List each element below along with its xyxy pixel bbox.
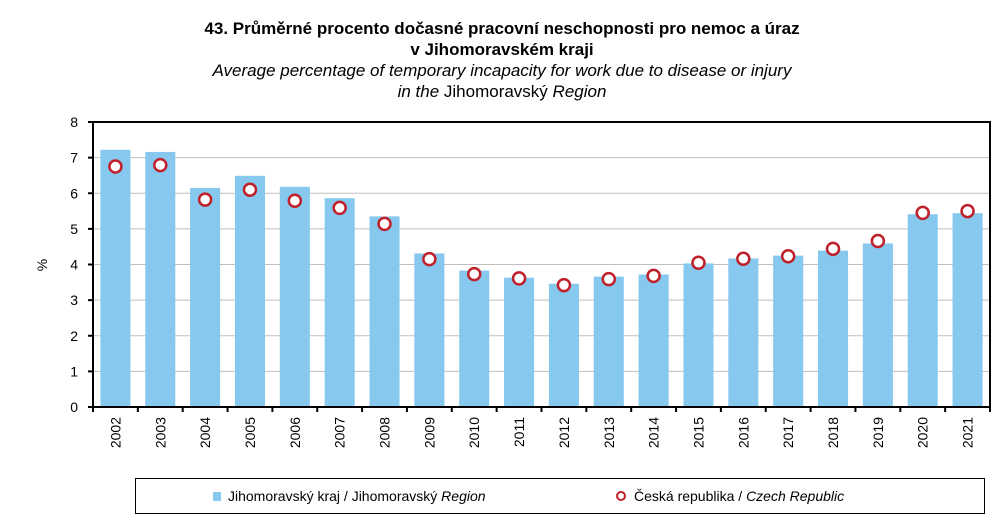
x-tick-label-2003: 2003 [152,417,168,448]
x-tick-label-2015: 2015 [690,417,706,448]
title-english-line-1: Average percentage of temporary incapaci… [212,61,792,80]
x-tick-label-2018: 2018 [825,417,841,448]
title-english-line-2: in the Jihomoravský Region [0,81,1004,102]
bar-2010 [459,270,490,407]
x-axis-tick-labels: 2002 2003 2004 2005 2006 2007 2008 2009 2010 2011… [107,417,975,448]
x-tick-label-2011: 2011 [511,417,527,447]
y-tick-label-3: 3 [70,292,78,308]
marker-2005 [242,182,258,197]
bar-2007 [324,198,355,407]
y-tick-label-2: 2 [70,328,78,344]
marker-2021 [960,203,975,219]
plot-area-border [92,121,991,408]
marker-2012 [556,277,572,293]
x-tick-label-2002: 2002 [107,417,123,448]
title-czech-line-1: 43. Průměrné procento dočasné pracovní n… [204,19,800,38]
bar-2009 [414,253,445,407]
x-tick-label-2021: 2021 [960,417,976,448]
bar-2002 [100,149,131,407]
marker-2017 [780,249,796,264]
marker-2002 [108,159,123,174]
marker-2003 [153,157,168,173]
bar-2021 [952,213,983,407]
legend-bar-swatch-icon [213,491,221,501]
marker-2011 [511,271,527,286]
marker-2020 [915,205,930,221]
bar-2018 [818,250,849,407]
y-tick-label-8: 8 [70,114,78,130]
marker-2008 [377,216,392,232]
marker-series-czech-republic [108,157,975,293]
gridlines [93,157,990,372]
legend-label-czech-cz: Česká republika / [634,488,747,504]
marker-2006 [287,193,303,208]
title-czech-line-2: v Jihomoravském kraji [410,40,594,59]
marker-2015 [691,255,706,270]
marker-2019 [870,233,886,249]
bar-2020 [907,214,938,407]
x-tick-label-2009: 2009 [421,417,437,448]
y-axis-tick-labels: 0 1 2 3 4 5 6 7 8 [70,114,78,415]
bar-2014 [638,274,669,407]
marker-2004 [197,192,213,207]
chart-title: 43. Průměrné procento dočasné pracovní n… [0,18,1004,102]
y-axis-label: % [34,259,50,271]
y-tick-label-7: 7 [70,150,78,166]
x-tick-label-2013: 2013 [601,417,617,448]
title-english-suffix: Region [547,82,607,101]
bar-2004 [190,187,221,407]
x-tick-label-2016: 2016 [735,417,751,448]
marker-2007 [332,200,347,216]
legend-circle-marker-icon [616,491,626,501]
x-tick-label-2017: 2017 [780,417,796,448]
x-tick-label-2014: 2014 [646,417,662,448]
y-tick-label-6: 6 [70,185,78,201]
legend-label-jihomoravsky-en: Region [441,488,486,504]
x-tick-label-2004: 2004 [197,417,213,448]
marker-2009 [422,251,437,267]
legend: Jihomoravský kraj / Jihomoravský Region … [135,478,985,514]
bar-2019 [862,243,893,407]
legend-item-czech-republic: Česká republika / Czech Republic [616,488,844,504]
x-tick-label-2019: 2019 [870,417,886,448]
bar-2013 [593,276,624,407]
y-tick-label-1: 1 [70,363,78,379]
y-tick-label-0: 0 [70,399,78,415]
bar-2008 [369,216,400,407]
marker-2014 [646,268,661,284]
x-tick-label-2007: 2007 [332,417,348,448]
bar-2005 [234,175,265,407]
title-english-region-name: Jihomoravský [443,82,548,101]
x-tick-label-2006: 2006 [287,417,303,448]
axes [88,121,991,412]
x-tick-label-2005: 2005 [242,417,258,448]
marker-2013 [601,271,617,287]
legend-item-jihomoravsky: Jihomoravský kraj / Jihomoravský Region [213,488,486,504]
bar-2012 [548,283,579,407]
bar-2006 [279,186,310,407]
marker-2018 [825,241,841,257]
title-english-prefix: in the [397,82,444,101]
bar-2017 [773,255,804,407]
x-tick-label-2010: 2010 [466,417,482,448]
bar-2011 [504,277,535,407]
bar-2016 [728,258,759,407]
x-tick-label-2012: 2012 [556,417,572,448]
bar-2003 [145,151,176,407]
y-tick-label-5: 5 [70,221,78,237]
x-tick-label-2020: 2020 [915,417,931,448]
x-tick-label-2008: 2008 [377,417,393,448]
marker-2016 [736,251,751,267]
legend-label-czech-en: Czech Republic [746,488,845,504]
marker-2010 [466,266,482,282]
bar-2015 [683,263,714,407]
y-tick-label-4: 4 [70,257,78,273]
bar-series-jihomoravsky [100,149,983,407]
legend-label-jihomoravsky-cz: Jihomoravský kraj / Jihomoravský [228,488,442,504]
